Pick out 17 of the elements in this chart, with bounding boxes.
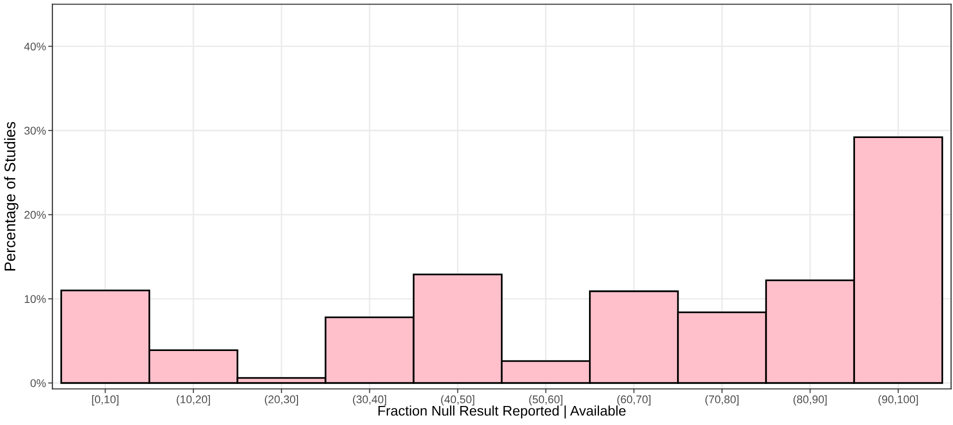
x-axis-title: Fraction Null Result Reported | Available bbox=[378, 405, 626, 418]
y-tick-label: 40% bbox=[24, 42, 46, 50]
x-tick-label: (50,60] bbox=[529, 395, 562, 406]
y-tick-label: 30% bbox=[24, 126, 46, 135]
y-tick-label: 10% bbox=[24, 295, 46, 303]
x-tick-label: [0,10] bbox=[92, 395, 118, 406]
x-tick-label: (90,100] bbox=[878, 395, 918, 406]
y-tick-label: 0% bbox=[30, 379, 46, 388]
x-tick-label: (20,30] bbox=[264, 395, 298, 406]
x-tick-label: (60,70] bbox=[617, 395, 650, 406]
x-tick-label: (30,40] bbox=[352, 395, 386, 406]
x-tick-label: (10,20] bbox=[176, 395, 210, 406]
y-axis-title: Percentage of Studies bbox=[4, 122, 18, 270]
x-tick-label: (40,50] bbox=[441, 395, 474, 406]
x-tick-label: (70,80] bbox=[705, 395, 739, 406]
y-tick-label: 20% bbox=[24, 210, 46, 219]
x-tick-label: (80,90] bbox=[794, 395, 827, 406]
